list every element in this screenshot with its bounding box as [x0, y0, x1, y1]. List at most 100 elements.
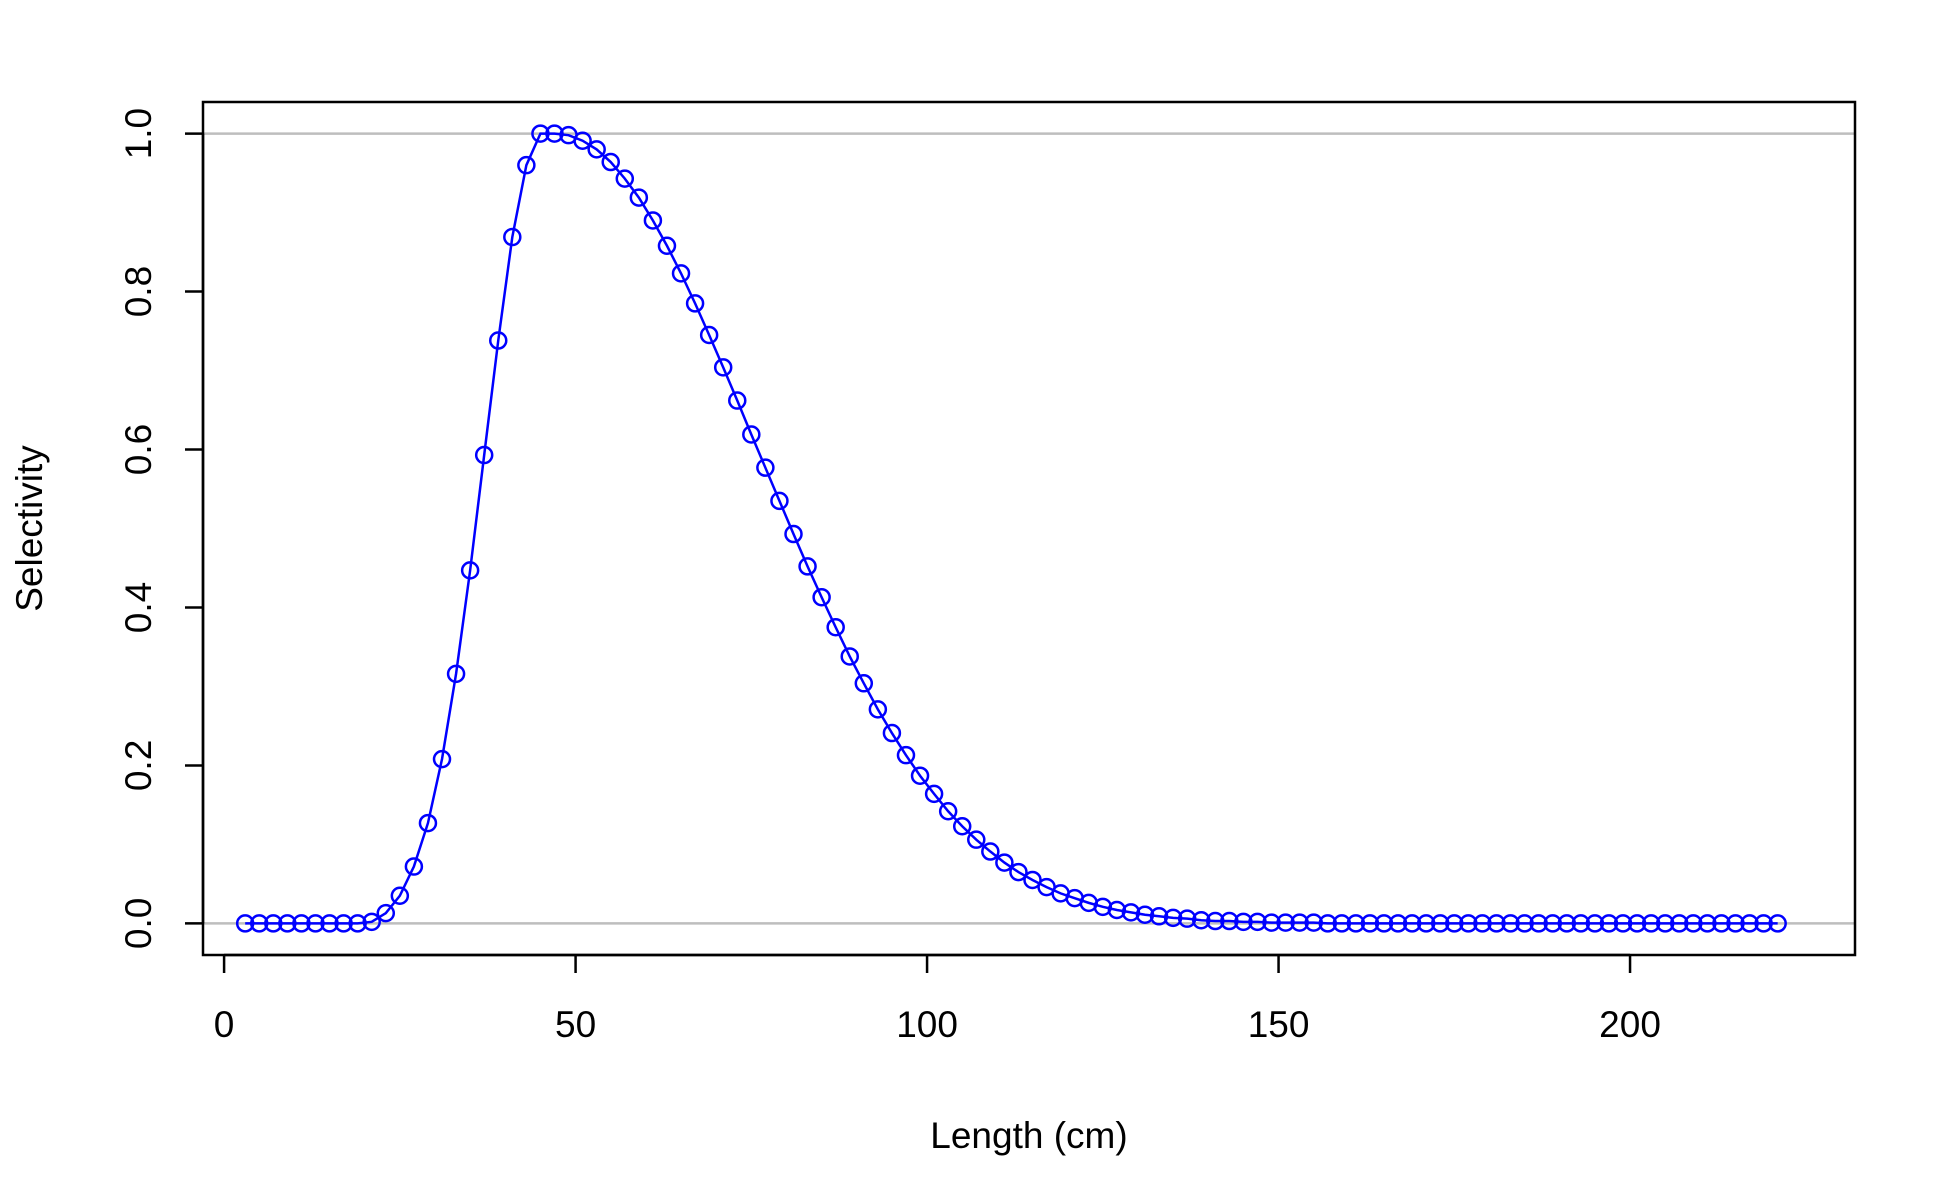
data-point	[474, 445, 494, 465]
data-point	[995, 853, 1014, 872]
data-point	[249, 914, 269, 933]
data-point	[1220, 911, 1239, 931]
data-point	[1627, 914, 1647, 933]
selectivity-series	[235, 124, 1787, 933]
y-axis-label: Selectivity	[9, 445, 50, 612]
data-point	[1360, 914, 1380, 933]
data-point	[1459, 914, 1478, 933]
data-point	[967, 830, 986, 849]
data-point	[1445, 914, 1464, 933]
data-point	[1557, 914, 1577, 933]
data-point	[840, 647, 859, 666]
data-point	[784, 524, 803, 544]
data-point	[713, 358, 733, 377]
data-point	[587, 140, 606, 159]
y-tick-label: 0.0	[118, 898, 159, 949]
y-tick-label: 0.6	[118, 424, 159, 475]
y-tick-label: 0.4	[118, 582, 159, 633]
data-point	[854, 674, 874, 693]
data-point	[1430, 914, 1450, 933]
data-point	[1543, 914, 1562, 933]
data-point	[1234, 912, 1253, 932]
data-point	[981, 842, 1000, 861]
data-point	[699, 325, 719, 345]
data-point	[685, 294, 705, 313]
data-point	[938, 802, 958, 821]
y-axis: 0.0 0.2 0.4 0.6 0.8 1.0	[118, 108, 205, 949]
data-point	[503, 227, 522, 247]
data-point	[756, 458, 775, 477]
data-point	[306, 914, 325, 933]
data-point	[1107, 900, 1127, 920]
data-point	[1670, 914, 1689, 933]
data-point	[742, 425, 761, 444]
data-point	[1009, 862, 1028, 882]
data-point	[1768, 914, 1787, 933]
data-point	[1740, 914, 1759, 933]
data-point	[1023, 870, 1042, 890]
data-point	[531, 124, 550, 143]
data-point	[1487, 914, 1506, 933]
data-point	[460, 561, 480, 580]
data-point	[1248, 912, 1267, 932]
data-point	[924, 784, 944, 804]
data-point	[545, 124, 564, 143]
data-point	[278, 914, 297, 933]
data-point	[1754, 914, 1773, 933]
data-point	[1655, 914, 1675, 933]
data-point	[432, 749, 452, 769]
data-point	[896, 745, 916, 765]
data-point	[362, 912, 381, 932]
data-point	[1206, 911, 1225, 931]
data-point	[798, 557, 817, 576]
data-point	[1149, 907, 1169, 926]
x-tick-label: 150	[1248, 1004, 1310, 1045]
x-axis: 0 50 100 150 200	[214, 953, 1661, 1045]
data-point	[1388, 914, 1408, 933]
data-point	[1177, 909, 1197, 928]
data-point	[348, 914, 367, 933]
data-point	[573, 131, 592, 150]
data-point	[882, 723, 902, 743]
data-point	[1163, 908, 1183, 928]
x-tick-label: 50	[555, 1004, 596, 1045]
data-point	[390, 886, 410, 906]
data-point	[1726, 914, 1745, 933]
data-point	[952, 817, 972, 836]
x-tick-label: 0	[214, 1004, 235, 1045]
data-point	[1121, 903, 1141, 922]
data-point	[1684, 914, 1703, 933]
data-point	[1332, 914, 1352, 933]
data-point	[1374, 914, 1394, 933]
data-point	[320, 914, 339, 933]
data-point	[376, 903, 396, 923]
data-point	[868, 700, 888, 719]
data-point	[826, 617, 845, 637]
data-point	[1304, 913, 1323, 932]
data-point	[489, 331, 508, 350]
data-point	[1698, 914, 1717, 933]
data-point	[1641, 914, 1661, 933]
data-point	[517, 155, 536, 175]
x-tick-label: 100	[896, 1004, 958, 1045]
data-point	[1473, 914, 1492, 933]
data-point	[1712, 914, 1731, 933]
data-point	[812, 587, 831, 607]
data-point	[615, 169, 635, 188]
data-point	[264, 914, 283, 933]
data-point	[334, 914, 353, 933]
data-point	[418, 813, 438, 833]
data-point	[1262, 913, 1281, 932]
data-point	[1135, 905, 1155, 924]
data-point	[1501, 914, 1520, 933]
data-point	[1402, 914, 1422, 933]
data-point	[1613, 914, 1633, 933]
y-tick-label: 0.2	[118, 740, 159, 791]
data-point	[1191, 910, 1211, 930]
data-point	[671, 264, 691, 283]
data-point	[1290, 913, 1309, 932]
data-point	[770, 491, 789, 511]
data-point	[601, 152, 620, 172]
